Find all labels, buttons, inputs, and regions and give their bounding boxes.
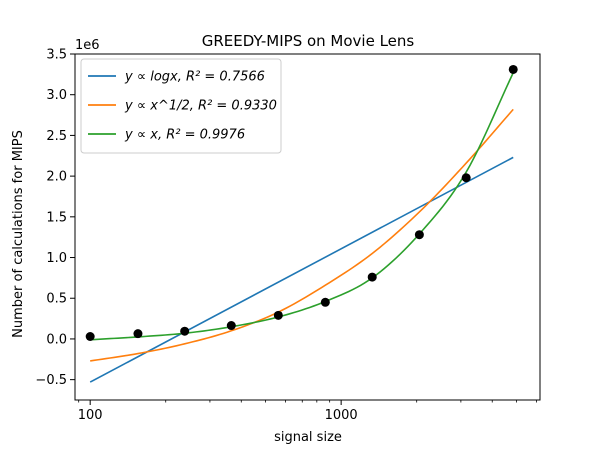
- y-tick-label: 2.5: [46, 129, 67, 144]
- legend: y ∝ logx, R² = 0.7566 y ∝ x^1/2, R² = 0.9…: [80, 58, 282, 154]
- data-point: [180, 326, 190, 336]
- y-tick-label: 1.5: [46, 210, 67, 225]
- data-point: [461, 173, 471, 183]
- y-tick-label: 2.0: [46, 170, 67, 185]
- y-offset-label: 1e6: [75, 38, 100, 53]
- y-tick-label: 3.5: [46, 48, 67, 63]
- series-group: [89, 72, 514, 383]
- y-axis-title: Number of calculations for MIPS: [11, 130, 26, 338]
- y-tick-label: 0.5: [46, 292, 67, 307]
- series-line-1: [89, 156, 514, 383]
- x-tick-label: 1000: [325, 408, 358, 423]
- legend-label: y ∝ x^1/2, R² = 0.9330: [124, 99, 277, 114]
- data-point: [508, 64, 518, 74]
- series-line-2: [90, 108, 514, 362]
- data-point: [85, 331, 95, 341]
- x-tick-label: 100: [78, 408, 103, 423]
- data-points-group: [85, 64, 518, 341]
- data-point: [273, 310, 283, 320]
- x-axis-title: signal size: [274, 430, 342, 445]
- legend-label: y ∝ logx, R² = 0.7566: [124, 70, 265, 85]
- y-tick-label: 1.0: [46, 251, 67, 266]
- data-point: [414, 230, 424, 240]
- plot-frame: [74, 53, 541, 401]
- y-tick-label: 3.0: [46, 88, 67, 103]
- data-point: [320, 297, 330, 307]
- data-point: [133, 329, 143, 339]
- data-point: [226, 321, 236, 331]
- y-tick-label: −0.5: [35, 373, 67, 388]
- data-point: [367, 272, 377, 282]
- chart-title: GREEDY-MIPS on Movie Lens: [202, 32, 415, 50]
- y-tick-label: 0.0: [46, 332, 67, 347]
- legend-label: y ∝ x, R² = 0.9976: [124, 128, 245, 143]
- series-line-3: [90, 72, 514, 341]
- legend-box: [80, 58, 282, 154]
